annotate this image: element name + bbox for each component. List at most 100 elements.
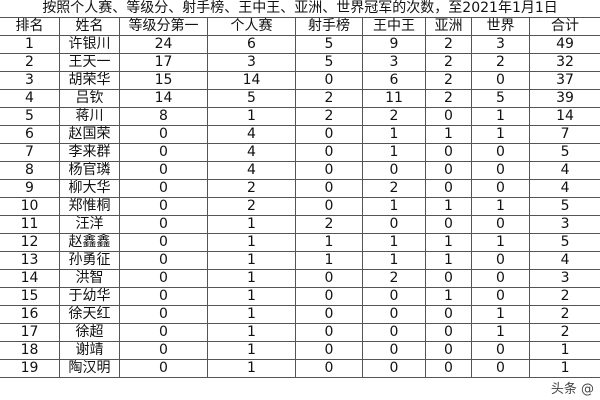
table-cell: 于幼华 (59, 287, 120, 306)
table-cell: 2 (362, 269, 426, 288)
table-cell: 0 (471, 251, 530, 270)
column-header: 姓名 (59, 17, 120, 36)
table-cell: 7 (0, 143, 60, 162)
table-cell: 0 (295, 179, 363, 198)
table-cell: 徐超 (59, 323, 120, 342)
column-header: 等级分第一 (119, 17, 208, 36)
header-row: 排名 姓名 等级分第一 个人赛 射手榜 王中王 亚洲 世界 合计 (0, 17, 600, 36)
table-row: 18 谢靖 0 1 0 0 0 0 1 (0, 341, 600, 360)
table-cell: 0 (295, 341, 363, 360)
table-cell: 0 (295, 161, 363, 180)
table-cell: 0 (119, 287, 208, 306)
table-cell: 2 (295, 89, 363, 108)
table-cell: 1 (207, 269, 296, 288)
table-cell: 0 (471, 215, 530, 234)
table-row: 1 许银川 24 6 5 9 2 3 49 (0, 35, 600, 54)
table-cell: 2 (471, 53, 530, 72)
table-cell: 3 (207, 53, 296, 72)
table-cell: 0 (471, 161, 530, 180)
table-cell: 6 (0, 125, 60, 144)
table-cell: 杨官璘 (59, 161, 120, 180)
table-cell: 1 (362, 125, 426, 144)
table-cell: 0 (362, 305, 426, 324)
table-cell: 15 (119, 71, 208, 90)
table-cell: 0 (119, 305, 208, 324)
table-cell: 0 (119, 359, 208, 378)
table-row: 12 赵鑫鑫 0 1 1 1 1 1 5 (0, 233, 600, 252)
table-cell: 32 (528, 53, 600, 72)
table-cell: 2 (295, 107, 363, 126)
table-row: 3 胡荣华 15 14 0 6 2 0 37 (0, 71, 600, 90)
table-cell: 0 (119, 251, 208, 270)
table-cell: 0 (425, 161, 472, 180)
table-cell: 1 (528, 341, 600, 360)
table-cell: 柳大华 (59, 179, 120, 198)
table-cell: 0 (295, 197, 363, 216)
table-cell: 6 (362, 71, 426, 90)
table-row: 9 柳大华 0 2 0 2 0 0 4 (0, 179, 600, 198)
table-cell: 0 (119, 179, 208, 198)
table-cell: 0 (295, 143, 363, 162)
table-cell: 洪智 (59, 269, 120, 288)
table-cell: 2 (425, 35, 472, 54)
table-cell: 0 (471, 179, 530, 198)
table-cell: 李来群 (59, 143, 120, 162)
table-cell: 赵国荣 (59, 125, 120, 144)
table-cell: 1 (425, 233, 472, 252)
table-cell: 0 (425, 359, 472, 378)
table-cell: 0 (425, 305, 472, 324)
table-cell: 4 (528, 251, 600, 270)
table-cell: 0 (425, 323, 472, 342)
table-cell: 0 (295, 125, 363, 144)
table-cell: 0 (295, 71, 363, 90)
table-cell: 5 (528, 233, 600, 252)
table-cell: 蒋川 (59, 107, 120, 126)
table-cell: 2 (425, 89, 472, 108)
table-cell: 0 (119, 143, 208, 162)
table-cell: 0 (119, 341, 208, 360)
table-cell: 17 (0, 323, 60, 342)
table-row: 8 杨官璘 0 4 0 0 0 0 4 (0, 161, 600, 180)
table-cell: 0 (425, 269, 472, 288)
table-cell: 0 (295, 359, 363, 378)
table-cell: 0 (425, 179, 472, 198)
table-cell: 4 (207, 125, 296, 144)
table-cell: 3 (362, 53, 426, 72)
table-cell: 2 (528, 323, 600, 342)
table-cell: 吕钦 (59, 89, 120, 108)
table-cell: 4 (0, 89, 60, 108)
table-cell: 0 (471, 287, 530, 306)
table-cell: 孙勇征 (59, 251, 120, 270)
table-cell: 5 (0, 107, 60, 126)
table-cell: 8 (119, 107, 208, 126)
table-cell: 1 (207, 233, 296, 252)
table-row: 7 李来群 0 4 0 1 0 0 5 (0, 143, 600, 162)
table-cell: 16 (0, 305, 60, 324)
champion-table: 按照个人赛、等级分、射手榜、王中王、亚洲、世界冠军的次数，至2021年1月1日 … (0, 0, 600, 378)
table-cell: 49 (528, 35, 600, 54)
table-row: 11 汪洋 0 1 2 0 0 0 3 (0, 215, 600, 234)
table-cell: 2 (528, 305, 600, 324)
table-cell: 0 (362, 323, 426, 342)
table-cell: 谢靖 (59, 341, 120, 360)
table-cell: 0 (425, 143, 472, 162)
table-cell: 17 (119, 53, 208, 72)
table-cell: 0 (425, 341, 472, 360)
table-cell: 1 (207, 107, 296, 126)
table-cell: 2 (425, 53, 472, 72)
table-cell: 1 (362, 197, 426, 216)
table-cell: 0 (295, 305, 363, 324)
table-cell: 2 (425, 71, 472, 90)
table-cell: 0 (425, 215, 472, 234)
table-cell: 5 (528, 143, 600, 162)
table-cell: 0 (471, 71, 530, 90)
table-cell: 0 (362, 161, 426, 180)
table-cell: 4 (528, 179, 600, 198)
table-cell: 1 (295, 251, 363, 270)
table-cell: 2 (207, 179, 296, 198)
table-cell: 赵鑫鑫 (59, 233, 120, 252)
table-row: 16 徐天红 0 1 0 0 0 1 2 (0, 305, 600, 324)
table-cell: 1 (207, 251, 296, 270)
table-cell: 1 (425, 197, 472, 216)
table-cell: 0 (119, 323, 208, 342)
